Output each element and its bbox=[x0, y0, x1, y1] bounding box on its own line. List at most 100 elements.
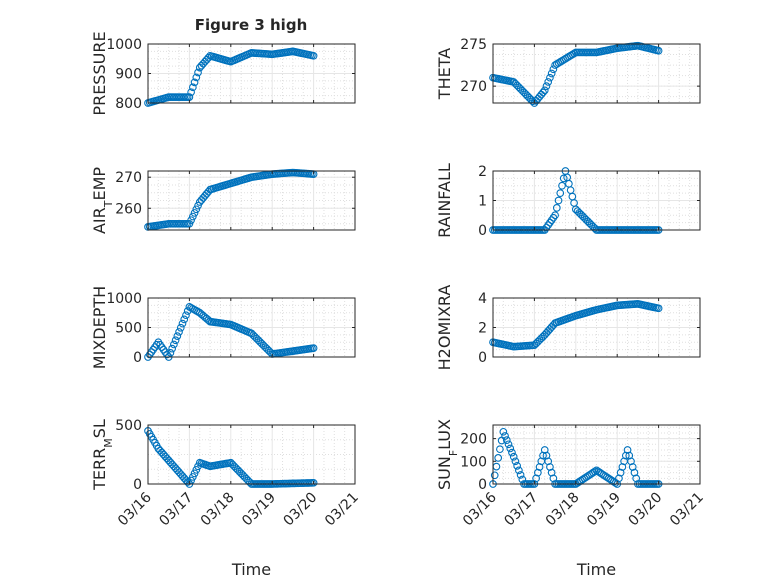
data-marker bbox=[559, 174, 568, 183]
y-axis-label: TERRMSL bbox=[90, 419, 115, 491]
data-marker bbox=[309, 344, 318, 353]
data-marker bbox=[552, 204, 561, 212]
y-tick-label: 275 bbox=[460, 37, 487, 53]
data-marker bbox=[549, 65, 558, 74]
data-marker bbox=[309, 478, 318, 487]
data-marker bbox=[513, 462, 522, 470]
x-tick-label: 03/20 bbox=[281, 490, 321, 530]
y-tick-label: 1000 bbox=[106, 37, 142, 53]
y-tick-label: 200 bbox=[460, 432, 487, 448]
data-marker bbox=[508, 448, 516, 457]
data-marker bbox=[509, 452, 518, 461]
data-marker bbox=[194, 201, 202, 210]
y-tick-label: 0 bbox=[478, 350, 487, 366]
x-tick-label: 03/17 bbox=[501, 490, 541, 530]
data-marker bbox=[187, 216, 195, 225]
x-tick-label: 03/19 bbox=[239, 490, 279, 530]
y-axis-label: THETA bbox=[435, 48, 454, 100]
data-marker bbox=[590, 467, 599, 476]
data-marker bbox=[194, 68, 202, 77]
data-marker bbox=[192, 205, 201, 214]
data-marker bbox=[309, 51, 318, 60]
data-marker bbox=[189, 473, 197, 481]
y-tick-label: 2 bbox=[478, 321, 487, 337]
data-marker bbox=[190, 209, 199, 217]
data-marker bbox=[166, 348, 175, 357]
data-marker bbox=[178, 319, 187, 328]
x-tick-label: 03/16 bbox=[460, 489, 500, 529]
data-marker bbox=[511, 457, 520, 466]
data-marker bbox=[192, 73, 201, 82]
y-axis-label: RAINFALL bbox=[435, 163, 454, 238]
y-tick-label: 270 bbox=[460, 79, 487, 95]
y-tick-label: 500 bbox=[115, 321, 142, 337]
data-marker bbox=[496, 445, 504, 454]
data-marker bbox=[190, 78, 199, 87]
y-axis-label: SUNFLUX bbox=[435, 419, 460, 490]
data-marker bbox=[546, 73, 554, 82]
data-marker bbox=[168, 344, 176, 353]
x-tick-label: 03/18 bbox=[198, 490, 238, 530]
data-marker bbox=[551, 211, 559, 220]
data-marker bbox=[539, 88, 547, 97]
data-marker bbox=[515, 466, 523, 475]
data-marker bbox=[180, 315, 189, 324]
data-marker bbox=[506, 444, 515, 453]
y-tick-label: 0 bbox=[478, 477, 487, 493]
data-marker bbox=[189, 212, 197, 221]
y-axis-label: PRESSURE bbox=[90, 31, 109, 115]
y-tick-label: 100 bbox=[460, 454, 487, 470]
x-tick-label: 03/19 bbox=[584, 490, 624, 530]
axes-box bbox=[147, 170, 356, 231]
data-marker bbox=[182, 311, 190, 320]
y-tick-label: 4 bbox=[478, 291, 487, 307]
data-marker bbox=[190, 469, 199, 478]
axes-box bbox=[492, 43, 701, 104]
x-tick-label: 03/21 bbox=[667, 490, 707, 530]
data-marker bbox=[501, 432, 509, 440]
data-marker bbox=[542, 82, 551, 90]
x-tick-label: 03/17 bbox=[156, 490, 196, 530]
data-marker bbox=[192, 465, 201, 474]
data-marker bbox=[547, 69, 556, 78]
y-tick-label: 0 bbox=[478, 223, 487, 239]
y-tick-label: 260 bbox=[115, 201, 142, 217]
data-marker bbox=[558, 181, 566, 190]
data-marker bbox=[175, 328, 183, 336]
y-tick-label: 900 bbox=[115, 67, 142, 83]
data-marker bbox=[494, 454, 503, 462]
data-marker bbox=[504, 440, 513, 449]
y-tick-label: 1000 bbox=[106, 291, 142, 307]
y-axis-label: MIXDEPTH bbox=[90, 286, 109, 369]
subplot-8: 0 100 200 03/16 03/17 03/18 03/19 03/20 03/21 SUN… bbox=[435, 419, 707, 579]
data-marker bbox=[544, 78, 553, 86]
data-marker bbox=[183, 478, 192, 486]
y-tick-label: 500 bbox=[115, 418, 142, 434]
data-marker bbox=[654, 304, 663, 313]
data-marker bbox=[187, 88, 195, 97]
x-tick-label: 03/20 bbox=[626, 490, 666, 530]
data-marker bbox=[490, 471, 499, 480]
y-tick-label: 1 bbox=[478, 194, 487, 210]
y-tick-label: 270 bbox=[115, 170, 142, 186]
data-marker bbox=[171, 336, 180, 345]
data-marker bbox=[556, 189, 565, 197]
x-tick-label: 03/16 bbox=[115, 489, 155, 529]
y-tick-label: 800 bbox=[115, 96, 142, 112]
data-marker bbox=[176, 323, 185, 332]
x-tick-label: 03/18 bbox=[543, 490, 583, 530]
y-tick-label: 2 bbox=[478, 164, 487, 180]
y-axis-label: AIRTEMP bbox=[90, 167, 115, 234]
y-tick-label: 0 bbox=[133, 350, 142, 366]
data-marker bbox=[540, 86, 549, 95]
data-marker bbox=[502, 436, 511, 444]
subplot-4: 0 1 2 RAINFALL bbox=[435, 163, 701, 239]
y-tick-label: 0 bbox=[133, 477, 142, 493]
x-axis-label: Time bbox=[231, 560, 271, 579]
data-marker bbox=[516, 471, 525, 479]
data-marker bbox=[554, 196, 563, 205]
subplot-6: 0 2 4 H2OMIXRA bbox=[435, 285, 701, 370]
